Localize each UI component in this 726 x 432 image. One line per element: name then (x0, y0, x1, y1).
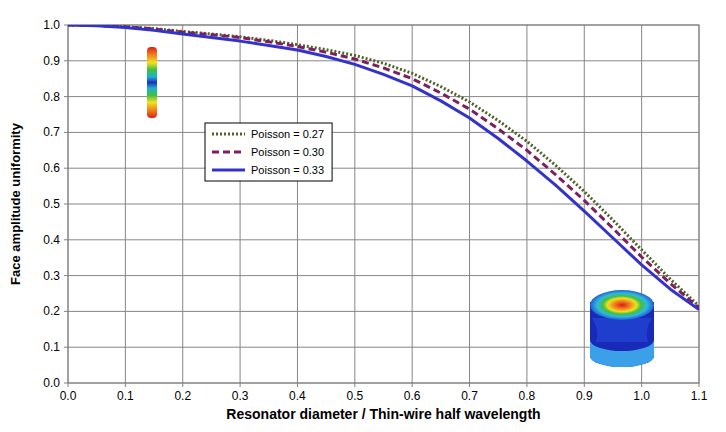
chart: 0.0 0.1 0.2 0.3 0.4 0.5 0.6 0.7 0.8 0.9 1.0 1.1 0.0 0… (0, 0, 726, 432)
tick (469, 383, 470, 387)
legend-swatch (212, 169, 245, 172)
tick-label: 1.0 (633, 389, 650, 403)
tick-label: 0.5 (346, 389, 363, 403)
grid-line (68, 239, 699, 240)
grid-line (68, 96, 699, 97)
tick-label: 0.3 (43, 269, 60, 283)
tick (64, 347, 68, 348)
tick-label: 0.7 (461, 389, 478, 403)
background (0, 0, 726, 432)
tick (64, 96, 68, 97)
tick-label: 1.0 (43, 18, 60, 32)
tick-label: 0.8 (43, 90, 60, 104)
series-line (68, 25, 699, 308)
grid-line (68, 60, 699, 61)
tick-label: 0.9 (576, 389, 593, 403)
grid-line (68, 168, 699, 169)
tick (64, 275, 68, 276)
tick (584, 383, 585, 387)
tick (64, 132, 68, 133)
tick-label: 0.2 (174, 389, 191, 403)
axis-title: Face amplitude uniformity (8, 122, 23, 285)
tick-label: 0.2 (43, 304, 60, 318)
tick-label: 0.7 (43, 125, 60, 139)
tick-label: 0.3 (232, 389, 249, 403)
legend-label: Poisson = 0.30 (251, 146, 324, 158)
legend-label: Poisson = 0.33 (251, 164, 324, 176)
tick (64, 60, 68, 61)
legend-box (205, 123, 332, 181)
tick (64, 311, 68, 312)
tick (68, 383, 69, 387)
axis-title: Resonator diameter / Thin-wire half wave… (226, 406, 540, 422)
tick (64, 168, 68, 169)
tick-label: 0.0 (60, 389, 77, 403)
legend-swatch (212, 151, 245, 154)
tick (354, 383, 355, 387)
tick (125, 383, 126, 387)
tick (64, 25, 68, 26)
legend-swatch (212, 133, 245, 136)
tick-label: 0.6 (404, 389, 421, 403)
tick-label: 0.8 (519, 389, 536, 403)
tick-label: 0.9 (43, 54, 60, 68)
tick (64, 239, 68, 240)
plot-frame (68, 25, 699, 383)
tick-label: 0.0 (43, 376, 60, 390)
tick (526, 383, 527, 387)
tick-label: 0.1 (117, 389, 134, 403)
tick-label: 0.4 (289, 389, 306, 403)
grid-line (68, 132, 699, 133)
series-line (68, 25, 699, 310)
legend: Poisson = 0.27 Poisson = 0.30 Poisson = 0.… (205, 123, 332, 181)
tick-label: 0.4 (43, 233, 60, 247)
grid-line (68, 204, 699, 205)
tick (297, 383, 298, 387)
tick (641, 383, 642, 387)
tick (240, 383, 241, 387)
tick-label: 1.1 (691, 389, 708, 403)
tick (64, 383, 68, 384)
icon-cylinder (590, 290, 654, 367)
tick (412, 383, 413, 387)
icon-wire (147, 47, 157, 118)
lines (68, 25, 699, 310)
grid-line (68, 275, 699, 276)
tick-label: 0.6 (43, 161, 60, 175)
tick-label: 0.1 (43, 340, 60, 354)
tick (64, 204, 68, 205)
legend-label: Poisson = 0.27 (251, 128, 324, 140)
tick (699, 383, 700, 387)
tick (182, 383, 183, 387)
tick-label: 0.5 (43, 197, 60, 211)
